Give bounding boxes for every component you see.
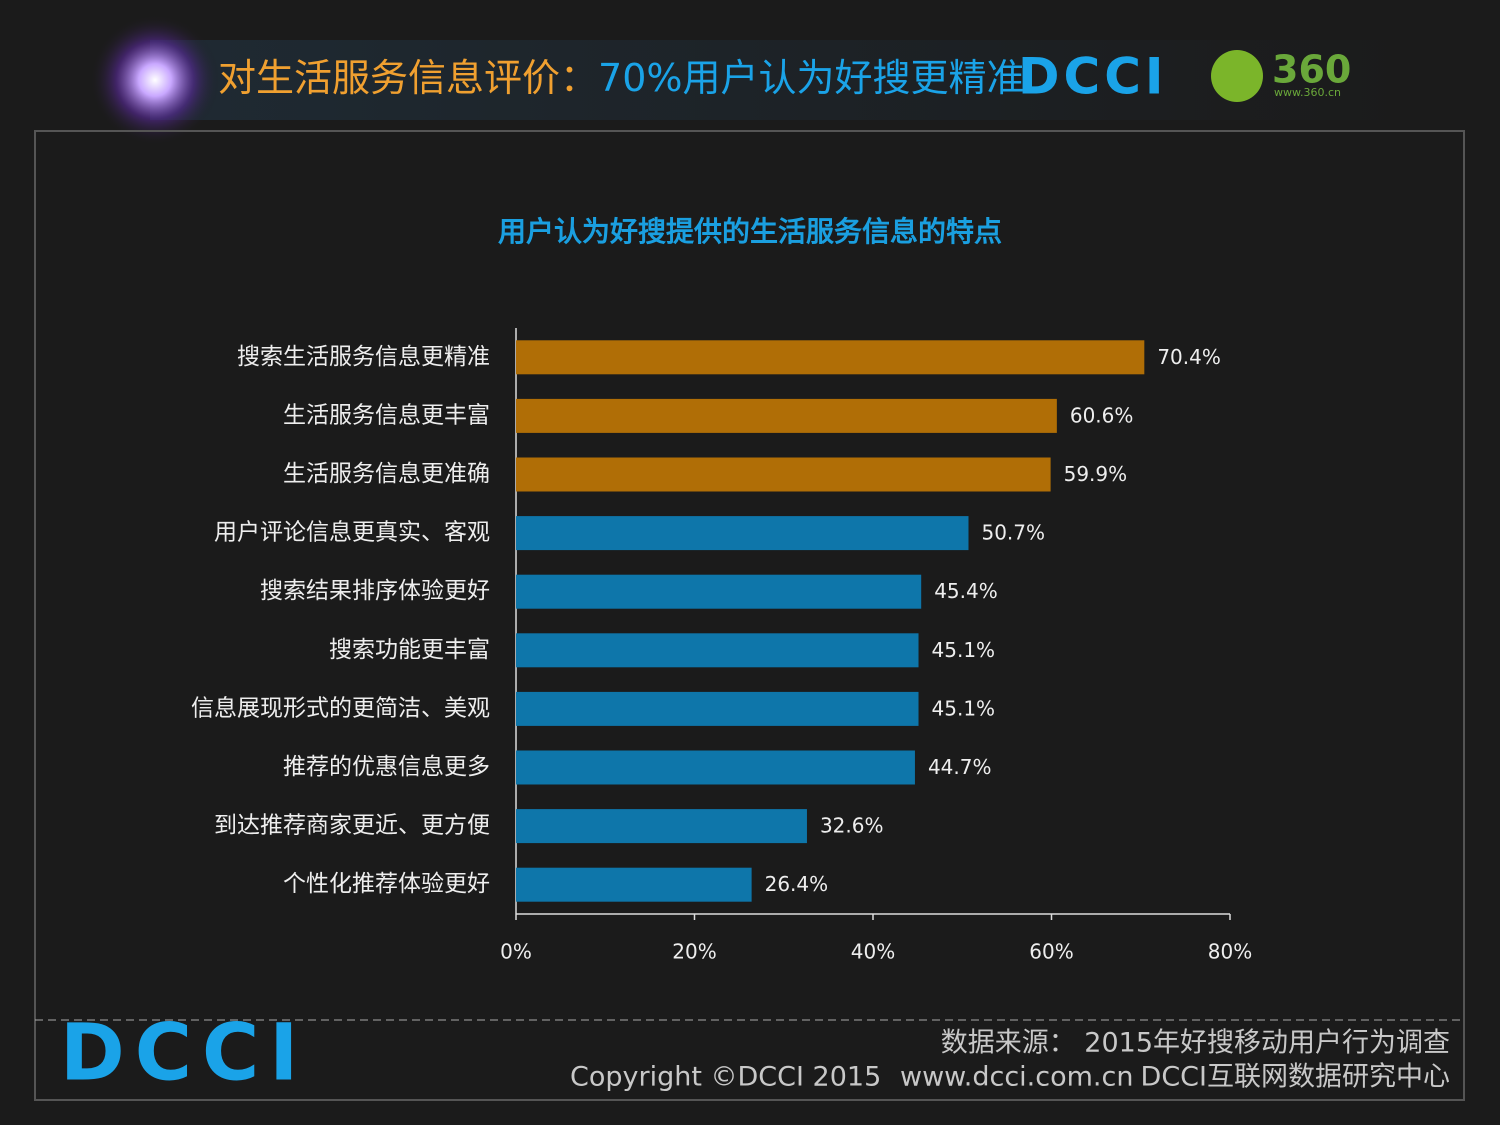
chart-title: 用户认为好搜提供的生活服务信息的特点 (498, 215, 1002, 248)
value-label: 45.1% (932, 638, 996, 662)
x-tick-label: 40% (851, 940, 895, 964)
value-label: 59.9% (1064, 462, 1128, 486)
value-label: 32.6% (820, 814, 884, 838)
category-label: 搜索结果排序体验更好 (260, 578, 490, 604)
bar (516, 633, 919, 668)
value-label: 60.6% (1070, 403, 1134, 427)
category-label: 生活服务信息更丰富 (283, 402, 490, 428)
bar (516, 516, 969, 551)
logo-360-url: www.360.cn (1274, 86, 1341, 99)
bar (516, 867, 752, 902)
source: 数据来源： 2015年好搜移动用户行为调查 (941, 1028, 1450, 1059)
bar (516, 398, 1057, 433)
bar (516, 574, 922, 609)
category-label: 推荐的优惠信息更多 (283, 754, 490, 780)
website: www.dcci.com.cn (900, 1062, 1133, 1093)
header-band (150, 40, 1400, 120)
slide-title: 对生活服务信息评价：70%用户认为好搜更精准 (218, 56, 1024, 100)
footer-logo: DCCI (60, 1008, 308, 1098)
value-label: 44.7% (928, 755, 992, 779)
category-label: 个性化推荐体验更好 (283, 871, 490, 897)
bar (516, 809, 807, 844)
bar (516, 691, 919, 726)
category-label: 搜索功能更丰富 (329, 637, 490, 663)
x-tick-label: 60% (1029, 940, 1073, 964)
copyright: Copyright ©DCCI 2015 (570, 1062, 881, 1093)
value-label: 45.4% (934, 579, 998, 603)
category-label: 生活服务信息更准确 (283, 461, 490, 487)
value-label: 45.1% (932, 696, 996, 720)
frame (34, 130, 1465, 1101)
title-main: 70%用户认为好搜更精准 (598, 56, 1024, 100)
bar (516, 750, 915, 785)
logo-360-icon (1211, 50, 1263, 102)
title-lead: 对生活服务信息评价： (218, 56, 598, 100)
category-label: 搜索生活服务信息更精准 (237, 344, 490, 370)
logo-dcci: DCCI (1018, 48, 1168, 106)
bar (516, 457, 1051, 492)
starburst (90, 15, 220, 145)
organization: DCCI互联网数据研究中心 (1141, 1062, 1450, 1093)
value-label: 70.4% (1157, 345, 1221, 369)
bar (516, 340, 1145, 375)
category-label: 用户评论信息更真实、客观 (214, 520, 490, 546)
x-tick-label: 80% (1208, 940, 1252, 964)
logo-360: 360 (1272, 48, 1351, 92)
category-label: 信息展现形式的更简洁、美观 (191, 695, 490, 721)
x-tick-label: 0% (500, 940, 532, 964)
value-label: 50.7% (981, 521, 1045, 545)
x-tick-label: 20% (672, 940, 716, 964)
value-label: 26.4% (765, 872, 829, 896)
category-label: 到达推荐商家更近、更方便 (214, 813, 490, 839)
